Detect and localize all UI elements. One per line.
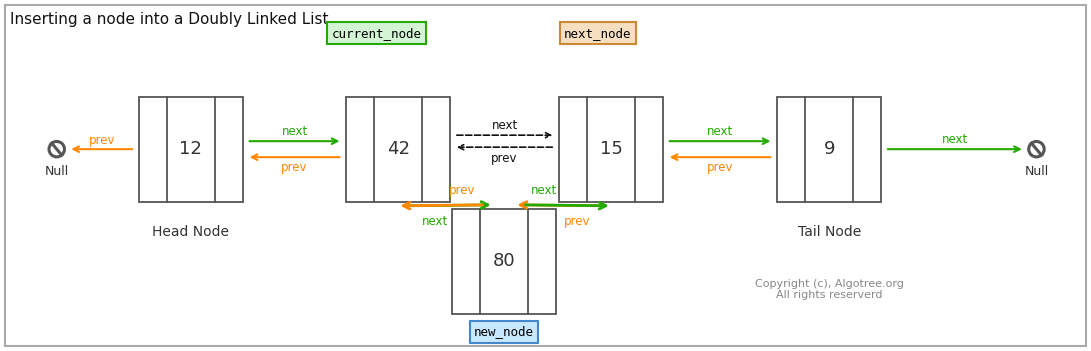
Text: Null: Null [45,165,69,178]
Text: Head Node: Head Node [153,225,229,239]
Text: Copyright (c), Algotree.org
All rights reserverd: Copyright (c), Algotree.org All rights r… [755,279,903,300]
Text: next_node: next_node [564,27,632,40]
Text: prev: prev [707,161,733,174]
Bar [453,209,556,314]
Text: prev: prev [448,184,476,197]
Text: Tail Node: Tail Node [798,225,861,239]
Text: prev: prev [564,215,591,228]
Text: Null: Null [1024,165,1048,178]
Text: next: next [421,215,447,228]
Text: next: next [942,133,968,146]
Text: 9: 9 [824,140,835,158]
Text: 12: 12 [180,140,202,158]
Text: prev: prev [88,134,115,147]
Text: next: next [530,184,556,197]
Bar [347,97,449,202]
Text: 15: 15 [600,140,622,158]
Bar [140,97,242,202]
Bar [560,97,663,202]
Text: current_node: current_node [332,27,421,40]
Bar [777,97,882,202]
Text: next: next [491,119,518,132]
Text: prev: prev [491,152,518,165]
Text: next: next [281,125,308,138]
Text: 80: 80 [493,252,515,271]
Text: Inserting a node into a Doubly Linked List: Inserting a node into a Doubly Linked Li… [10,12,328,27]
Circle shape [49,141,64,157]
Text: next: next [707,125,733,138]
Text: 42: 42 [386,140,410,158]
Text: new_node: new_node [475,325,533,338]
Text: prev: prev [281,161,308,174]
Circle shape [1029,141,1044,157]
